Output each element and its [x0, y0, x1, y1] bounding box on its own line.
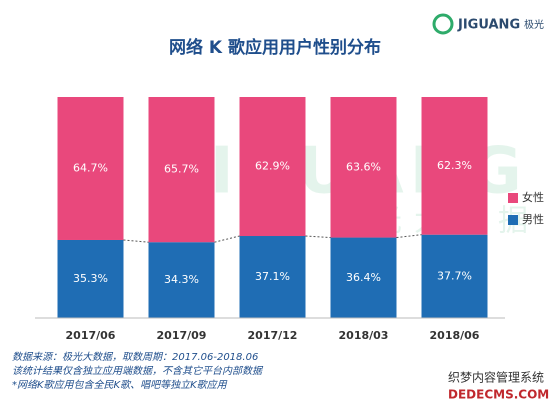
connector [123, 239, 149, 243]
bar-segment [57, 97, 124, 240]
logo: JIGUANG 极光 [432, 13, 544, 35]
site-watermark-name: 织梦内容管理系统 [448, 370, 544, 385]
bar-segment [330, 237, 397, 318]
note: 数据来源：极光大数据，取数周期：2017.06-2018.06 [12, 351, 258, 363]
chart-title: 网络 K 歌应用用户性别分布 [169, 37, 381, 58]
data-label: 37.1% [255, 270, 290, 283]
x-tick-label: 2018/06 [430, 329, 480, 342]
legend-label: 男性 [522, 212, 544, 226]
data-label: 63.6% [346, 160, 381, 173]
x-tick-label: 2017/09 [157, 329, 207, 342]
bar-segment [330, 97, 397, 238]
x-tick-label: 2017/06 [66, 329, 116, 342]
note: 该统计结果仅含独立应用端数据，不含其它平台内部数据 [12, 365, 264, 377]
data-label: 37.7% [437, 269, 472, 282]
bar-segment [148, 242, 215, 318]
x-tick-label: 2018/03 [339, 329, 389, 342]
legend-label: 女性 [522, 190, 544, 204]
data-label: 62.3% [437, 159, 472, 172]
data-label: 34.3% [164, 273, 199, 286]
data-label: 64.7% [73, 161, 108, 174]
logo-brand: JIGUANG [457, 18, 520, 33]
connector [396, 234, 422, 239]
notes: 数据来源：极光大数据，取数周期：2017.06-2018.06 该统计结果仅含独… [12, 351, 264, 391]
bar-segment [421, 234, 488, 318]
data-label: 35.3% [73, 272, 108, 285]
legend-swatch [508, 193, 518, 203]
data-label: 36.4% [346, 271, 381, 284]
site-watermark-url: DEDECMS.COM [448, 388, 549, 402]
bar-segment [239, 97, 306, 237]
connector [305, 235, 331, 239]
note: *网络K歌应用包含全民K歌、唱吧等独立K歌应用 [12, 379, 228, 391]
data-label: 62.9% [255, 160, 290, 173]
bar-segment [57, 239, 124, 318]
bar-segment [239, 236, 306, 318]
logo-name: 极光 [524, 18, 544, 31]
x-tick-label: 2017/12 [248, 329, 298, 342]
logo-icon [432, 13, 454, 35]
bar-segment [148, 97, 215, 243]
connector [214, 235, 240, 243]
data-label: 65.7% [164, 163, 199, 176]
bar-segment [421, 97, 488, 235]
legend-swatch [508, 215, 518, 225]
